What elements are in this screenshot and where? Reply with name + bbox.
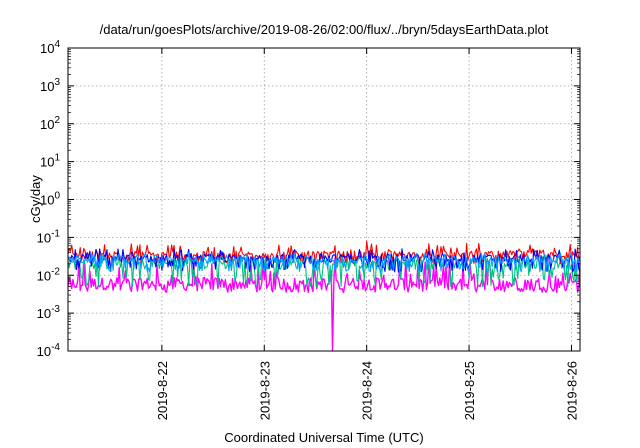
series-line [67,240,581,265]
y-tick-label: 10-3 [37,304,61,321]
x-tick-label: 2019-8-26 [564,361,579,420]
x-tick-label: 2019-8-22 [155,361,170,420]
series-line [67,251,581,273]
y-tick-label: 10-2 [37,266,61,283]
x-axis-label: Coordinated Universal Time (UTC) [224,430,423,445]
series-line [67,256,581,352]
x-tick-label: 2019-8-24 [360,361,375,420]
y-tick-label: 10-4 [37,342,61,359]
y-tick-label: 102 [40,115,60,132]
data-series [67,240,581,352]
y-axis: 10-4 10-3 10-2 10-1 100 101 102 103 104 [37,39,580,359]
y-tick-label: 103 [40,77,60,94]
grid-lines [68,48,580,351]
series-path [67,251,581,273]
x-tick-label: 2019-8-25 [462,361,477,420]
series-path [67,256,581,352]
series-path [67,240,581,265]
y-tick-label: 101 [40,153,60,170]
y-tick-label: 10-1 [37,228,61,245]
y-tick-label: 100 [40,191,60,208]
y-tick-label: 104 [40,39,60,56]
x-axis: 2019-8-22 2019-8-23 2019-8-24 2019-8-25 2019… [155,48,579,420]
x-tick-label: 2019-8-23 [257,361,272,420]
chart-title: /data/run/goesPlots/archive/2019-08-26/0… [100,22,549,37]
y-axis-label: cGy/day [28,175,43,223]
